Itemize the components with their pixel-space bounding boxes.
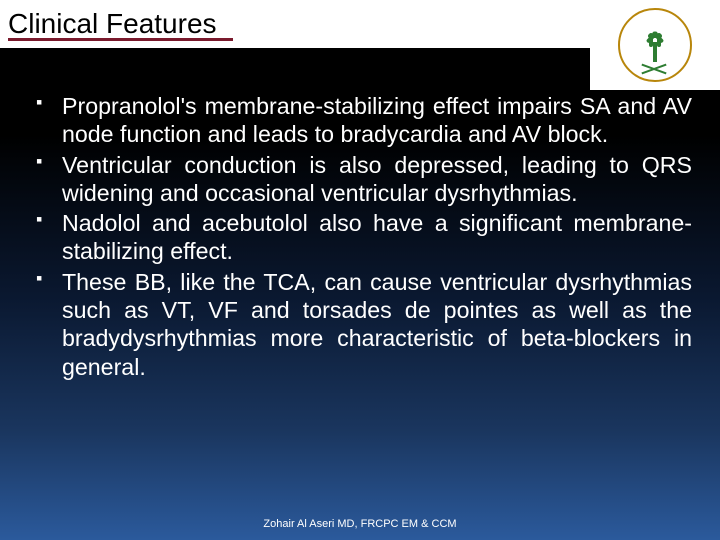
title-tab-block [0,48,36,84]
palm-icon [644,28,666,62]
title-bar: Clinical Features [0,0,590,48]
bullet-item: Propranolol's membrane-stabilizing effec… [32,92,692,149]
university-logo [590,0,720,90]
swords-icon [641,64,669,74]
slide: Clinical Features Propranolol's membrane… [0,0,720,540]
bullet-item: Nadolol and acebutolol also have a signi… [32,209,692,266]
footer-author: Zohair Al Aseri MD, FRCPC EM & CCM [0,518,720,530]
bullet-item: These BB, like the TCA, can cause ventri… [32,268,692,381]
content-area: Propranolol's membrane-stabilizing effec… [32,92,692,500]
title-underline [8,38,233,41]
logo-ring [618,8,692,82]
slide-title: Clinical Features [8,8,217,40]
bullet-list: Propranolol's membrane-stabilizing effec… [32,92,692,381]
bullet-item: Ventricular conduction is also depressed… [32,151,692,208]
